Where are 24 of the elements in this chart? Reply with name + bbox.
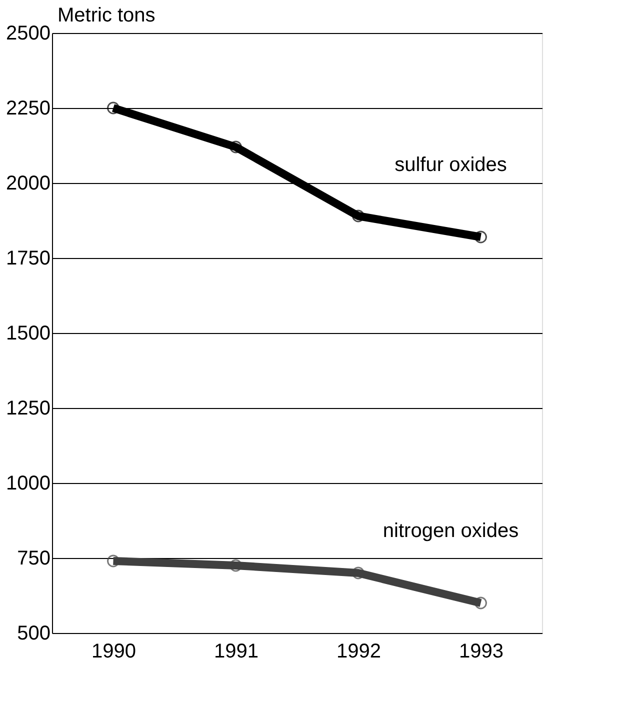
series-label: nitrogen oxides — [382, 520, 519, 542]
y-tick-label: 1750 — [6, 248, 50, 270]
point — [352, 210, 364, 222]
y-tick-label: 750 — [17, 548, 50, 570]
x-tick-label: 1991 — [214, 640, 258, 662]
y-tick-label: 2500 — [6, 22, 50, 44]
point — [230, 140, 242, 154]
y-tick-label: 500 — [17, 622, 50, 644]
x-tick-label: 1993 — [459, 640, 504, 662]
point — [474, 596, 487, 610]
point — [230, 559, 242, 572]
point — [474, 230, 487, 244]
y-tick-label: 1250 — [6, 398, 50, 420]
y-tick-label: 1500 — [6, 322, 50, 344]
y-tick-label: 2250 — [6, 98, 50, 120]
point — [352, 566, 364, 580]
point — [107, 554, 120, 568]
y-tick-label: 2000 — [6, 172, 50, 194]
x-tick-label: 1992 — [336, 640, 381, 662]
x-tick-label: 1990 — [92, 640, 136, 662]
y-tick-label: 1000 — [6, 472, 50, 494]
point — [107, 102, 120, 114]
y-axis-title: Metric tons — [58, 4, 156, 26]
text: sulfur oxides — [394, 154, 507, 176]
